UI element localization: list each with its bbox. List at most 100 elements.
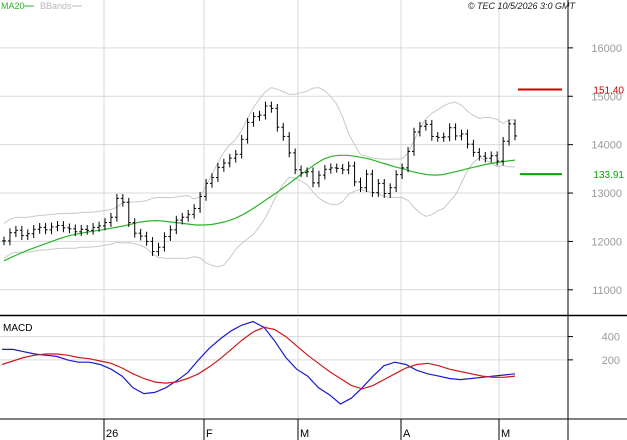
price-bar <box>400 163 405 179</box>
price-bar <box>352 161 357 187</box>
x-tick-label: M <box>300 428 309 440</box>
price-bar <box>180 212 185 225</box>
price-bar <box>376 179 381 197</box>
price-bar <box>322 164 327 180</box>
price-bar <box>406 147 411 173</box>
price-y-tick-label: 13000 <box>591 188 622 200</box>
price-bar <box>334 163 339 173</box>
price-bar <box>233 149 238 163</box>
price-bar <box>370 169 375 197</box>
price-bar <box>150 237 155 256</box>
price-bar <box>103 218 108 231</box>
x-tick-label: A <box>403 428 411 440</box>
price-y-tick-label: 11000 <box>592 285 622 297</box>
price-y-tick-label: 16000 <box>591 43 622 55</box>
price-y-tick-label: 12000 <box>591 236 622 248</box>
price-bar <box>19 225 24 240</box>
price-bar <box>495 151 500 166</box>
legend-ma20: MA20 <box>1 1 25 11</box>
price-bar <box>411 127 416 156</box>
price-bar <box>174 215 179 235</box>
price-bar <box>132 218 137 238</box>
price-bar <box>239 134 244 159</box>
price-bar <box>423 119 428 131</box>
price-bar <box>513 119 517 141</box>
price-bar <box>340 164 345 175</box>
price-bar <box>91 223 96 235</box>
price-bar <box>364 169 369 193</box>
price-grid <box>0 0 568 314</box>
macd-y-tick-label: 200 <box>602 355 620 367</box>
x-tick-label: F <box>206 428 213 440</box>
price-bar <box>459 129 464 141</box>
price-bar <box>55 221 60 232</box>
price-bar <box>192 204 197 219</box>
macd-line <box>2 320 516 405</box>
price-bar <box>287 132 292 158</box>
resistance-label: 151.40 <box>593 85 624 96</box>
price-bar <box>483 151 488 163</box>
price-chart <box>2 87 562 268</box>
support-label: 133.91 <box>593 170 624 181</box>
price-bar <box>221 158 226 172</box>
price-bar <box>168 225 173 241</box>
price-bar <box>293 148 298 175</box>
price-bar <box>441 132 446 142</box>
ma20-line <box>3 154 516 262</box>
price-bar <box>251 112 256 127</box>
price-bar <box>263 101 268 120</box>
signal-line <box>1 326 516 390</box>
macd-y-tick-label: 400 <box>602 332 620 344</box>
price-bar <box>156 242 161 256</box>
price-bar <box>204 179 209 201</box>
price-bar <box>489 151 494 163</box>
price-bar <box>67 223 72 234</box>
price-bar <box>435 132 440 142</box>
price-bar <box>186 209 191 222</box>
price-bar <box>299 165 304 178</box>
price-bar <box>257 110 262 121</box>
price-y-tick-label: 14000 <box>591 140 622 152</box>
price-bar <box>2 236 6 246</box>
price-bar <box>358 177 363 193</box>
price-bar <box>346 161 351 175</box>
price-bar <box>49 222 54 235</box>
x-tick-label: M <box>501 428 510 440</box>
price-bar <box>61 221 66 233</box>
price-y-tick-label: 15000 <box>591 91 622 103</box>
price-bar <box>501 136 506 166</box>
macd-title: MACD <box>3 323 32 334</box>
legend-bbands: BBands <box>40 1 72 11</box>
price-bar <box>108 212 113 227</box>
price-bar <box>305 167 310 178</box>
price-bar <box>245 118 250 144</box>
price-bar <box>120 194 125 207</box>
price-bar <box>25 229 30 240</box>
price-bar <box>465 129 470 149</box>
copyright-timestamp: © TEC 10/5/2026 3:0 GMT <box>468 1 577 11</box>
bband-lower-line <box>3 157 515 268</box>
price-bar <box>507 119 512 146</box>
price-bar <box>43 223 48 235</box>
price-bar <box>477 148 482 161</box>
price-bar <box>114 194 119 222</box>
price-bar <box>37 223 42 234</box>
price-bar <box>382 179 387 198</box>
bband-upper-line <box>3 87 516 224</box>
price-bar <box>281 122 286 141</box>
price-bar <box>85 224 90 235</box>
price-bar <box>209 173 214 188</box>
macd-chart <box>1 320 516 405</box>
price-bar <box>97 221 102 232</box>
price-bar <box>269 101 274 113</box>
price-bar <box>275 104 280 132</box>
price-bar <box>328 163 333 174</box>
price-bar <box>126 197 131 227</box>
price-bar <box>310 167 315 188</box>
price-bar <box>453 123 458 141</box>
price-bar <box>227 153 232 168</box>
price-bar <box>13 225 18 238</box>
x-tick-label: 26 <box>106 428 118 440</box>
